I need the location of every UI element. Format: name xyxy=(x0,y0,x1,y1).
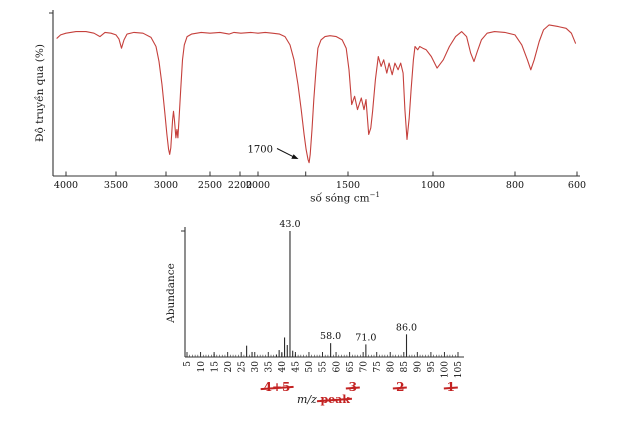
ms-x-tick-label: 100 xyxy=(441,361,451,378)
ms-x-tick-label: 80 xyxy=(386,361,396,373)
ms-peak-label: 58.0 xyxy=(320,331,341,342)
ir-x-tick-label: 800 xyxy=(506,180,524,191)
annotation-arrow-line xyxy=(276,148,295,158)
ms-x-tick-label: 55 xyxy=(319,361,329,373)
ir-x-tick-label: 3000 xyxy=(154,180,178,191)
ms-x-tick-label: 40 xyxy=(278,361,288,373)
ms-x-tick-label: 95 xyxy=(427,361,437,373)
ms-x-tick-label: 10 xyxy=(197,361,207,373)
ms-x-tick-label: 90 xyxy=(414,361,424,373)
red-struck-mark-1: 4+5 xyxy=(263,380,291,394)
ir-x-tick-label: 4000 xyxy=(54,180,78,191)
ir-x-axis-label-superscript: −1 xyxy=(369,191,380,199)
ms-x-tick-label: 45 xyxy=(292,361,302,373)
annotation-arrowhead xyxy=(291,154,299,159)
ms-x-tick-label: 15 xyxy=(210,361,220,373)
ir-y-axis-label: Độ truyền qua (%) xyxy=(34,44,46,142)
ms-x-tick-label: 50 xyxy=(305,361,315,373)
ir-curve xyxy=(56,24,577,164)
red-struck-mark-3: 2 xyxy=(396,380,405,394)
ms-x-tick-label: 30 xyxy=(251,361,261,373)
ms-x-tick-label: 20 xyxy=(224,361,234,373)
ms-x-tick-label: 85 xyxy=(400,361,410,373)
ir-x-axis-label-text: số sóng cm xyxy=(310,192,370,205)
ms-x-tick-label: 25 xyxy=(237,361,247,373)
ms-x-axis-label: m/z peak xyxy=(297,393,350,406)
ir-x-tick-label: 2500 xyxy=(198,180,222,191)
ms-peak-label: 43.0 xyxy=(279,219,300,230)
ir-x-tick-label: 2200 xyxy=(228,180,252,191)
ms-x-tick-label: 5 xyxy=(183,361,193,367)
ms-peak-label: 71.0 xyxy=(355,332,376,343)
ir-x-tick-label: 1500 xyxy=(336,180,360,191)
ir-x-tick-label: 2000 xyxy=(246,180,270,191)
ms-x-tick-label: 35 xyxy=(265,361,275,373)
ms-x-tick-label: 60 xyxy=(332,361,342,373)
ir-x-tick-label: 1000 xyxy=(421,180,445,191)
ms-peak-label: 86.0 xyxy=(396,322,417,333)
ir-x-tick-label: 3500 xyxy=(104,180,128,191)
carbonyl-annotation-label: 1700 xyxy=(248,145,273,156)
ir-x-tick-label: 600 xyxy=(568,180,586,191)
mz-label: m/z xyxy=(297,393,317,406)
ms-x-tick-label: 70 xyxy=(359,361,369,373)
ir-x-axis-label: số sóng cm−1 xyxy=(280,191,410,205)
ms-x-tick-label: 65 xyxy=(346,361,356,373)
red-struck-mark-4: 1 xyxy=(446,380,455,394)
ms-x-tick-label: 75 xyxy=(373,361,383,373)
struck-out-word-peak: peak xyxy=(320,393,350,406)
red-struck-mark-2: 3 xyxy=(348,380,358,394)
ir-axes xyxy=(49,10,580,177)
ms-x-tick-label: 105 xyxy=(454,361,464,378)
ms-y-axis-label: Abundance xyxy=(165,263,177,323)
